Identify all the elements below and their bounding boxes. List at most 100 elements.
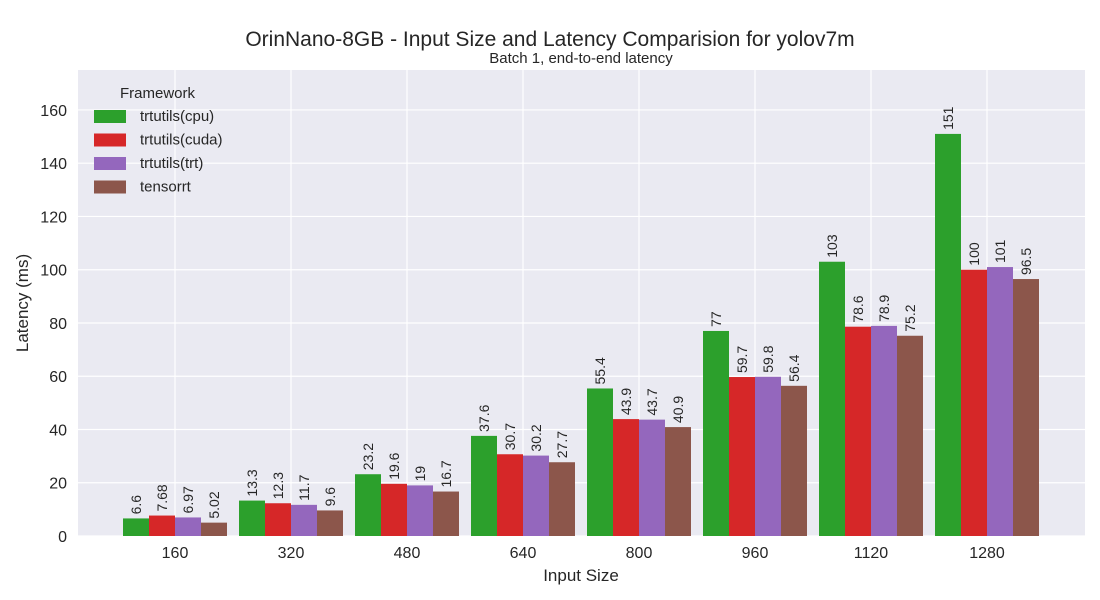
bar (239, 500, 265, 536)
data-label: 78.6 (850, 295, 866, 322)
bar (871, 325, 897, 536)
data-label: 6.6 (128, 495, 144, 515)
legend-title: Framework (120, 85, 196, 102)
bar (639, 419, 665, 536)
y-tick-label: 60 (49, 369, 67, 386)
data-label: 96.5 (1018, 248, 1034, 275)
x-tick-label: 640 (510, 545, 537, 562)
y-tick-label: 100 (40, 263, 67, 280)
data-label: 103 (824, 234, 840, 258)
y-tick-label: 140 (40, 156, 67, 173)
data-label: 78.9 (876, 294, 892, 321)
data-label: 40.9 (670, 396, 686, 423)
legend-swatch (94, 133, 126, 147)
x-tick-label: 320 (278, 545, 305, 562)
data-label: 43.9 (618, 388, 634, 415)
x-axis-label: Input Size (543, 566, 619, 585)
bar (987, 267, 1013, 536)
data-label: 101 (992, 239, 1008, 263)
legend-swatch (94, 180, 126, 194)
data-label: 27.7 (554, 431, 570, 458)
bar (523, 455, 549, 536)
data-label: 12.3 (270, 472, 286, 499)
bar (665, 427, 691, 536)
bars (123, 133, 1039, 536)
data-label: 151 (940, 106, 956, 130)
bar (729, 377, 755, 536)
data-label: 30.7 (502, 423, 518, 450)
chart-subtitle: Batch 1, end-to-end latency (489, 50, 673, 67)
data-label: 19 (412, 466, 428, 482)
data-label: 59.7 (734, 346, 750, 373)
legend-item-label: trtutils(cuda) (140, 132, 223, 149)
bar (201, 522, 227, 536)
data-label: 43.7 (644, 388, 660, 415)
bar (755, 376, 781, 536)
data-label: 13.3 (244, 469, 260, 496)
bar (961, 269, 987, 536)
data-label: 9.6 (322, 487, 338, 507)
bar (123, 518, 149, 536)
bar (587, 388, 613, 536)
chart-title: OrinNano-8GB - Input Size and Latency Co… (245, 28, 854, 51)
data-label: 59.8 (760, 345, 776, 372)
bar (291, 504, 317, 536)
bar (407, 485, 433, 536)
y-tick-label: 160 (40, 103, 67, 120)
bar (549, 462, 575, 536)
data-label: 6.97 (180, 486, 196, 513)
y-tick-label: 40 (49, 422, 67, 439)
y-axis-label: Latency (ms) (13, 254, 32, 352)
data-label: 56.4 (786, 354, 802, 381)
y-tick-label: 20 (49, 476, 67, 493)
data-label: 77 (708, 311, 724, 327)
bar (781, 385, 807, 536)
x-tick-label: 160 (162, 545, 189, 562)
legend-item-label: tensorrt (140, 179, 192, 196)
bar (433, 491, 459, 536)
bar (1013, 279, 1039, 536)
data-label: 19.6 (386, 452, 402, 479)
data-label: 100 (966, 242, 982, 266)
y-tick-label: 0 (58, 529, 67, 546)
x-tick-label: 960 (742, 545, 769, 562)
legend-item-label: trtutils(trt) (140, 155, 203, 172)
data-label: 37.6 (476, 404, 492, 431)
data-labels: 6.6 13.3 23.2 37.6 55.4 77 103 151 7.68 12.3 19.6 3… (128, 106, 1034, 518)
bar (265, 503, 291, 536)
data-label: 23.2 (360, 443, 376, 470)
legend-swatch (94, 110, 126, 123)
bar (845, 326, 871, 536)
bar (897, 335, 923, 536)
bar (149, 515, 175, 536)
x-tick-label: 1120 (854, 545, 889, 562)
bar (819, 261, 845, 536)
data-label: 5.02 (206, 491, 222, 518)
x-tick-label: 1280 (969, 545, 1005, 562)
legend-swatch (94, 157, 126, 170)
data-label: 16.7 (438, 460, 454, 487)
bar (703, 330, 729, 536)
legend-item-label: trtutils(cpu) (140, 108, 214, 125)
bar (317, 510, 343, 536)
bar (381, 483, 407, 536)
data-label: 30.2 (528, 424, 544, 451)
plot-area (78, 70, 1085, 536)
x-tick-label: 800 (626, 545, 653, 562)
data-label: 55.4 (592, 357, 608, 384)
data-label: 11.7 (296, 474, 312, 500)
data-label: 7.68 (154, 484, 170, 511)
y-axis-ticks: 0 20 40 60 80 100 120 140 160 (40, 103, 67, 546)
bar (497, 454, 523, 536)
x-axis-ticks: 160 320 480 640 800 960 1120 1280 (162, 545, 1005, 562)
bar (355, 474, 381, 536)
bar (175, 517, 201, 536)
legend: Framework trtutils(cpu) trtutils(cuda) trt… (94, 85, 223, 196)
y-tick-label: 80 (49, 316, 67, 333)
data-label: 75.2 (902, 304, 918, 331)
bar (935, 133, 961, 536)
bar (471, 435, 497, 536)
x-tick-label: 480 (394, 545, 421, 562)
bar (613, 419, 639, 536)
